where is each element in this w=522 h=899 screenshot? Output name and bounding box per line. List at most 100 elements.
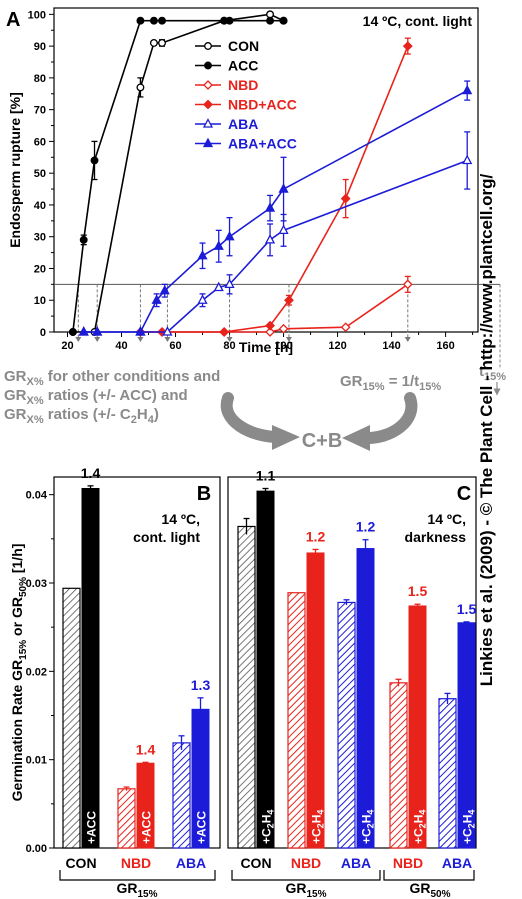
y-tick-label: 90 (34, 41, 46, 53)
curved-arrow-right (356, 392, 418, 445)
data-point (213, 240, 224, 250)
data-point (197, 249, 208, 260)
legend-label: ACC (228, 58, 258, 74)
data-point (158, 38, 166, 47)
y-tick-label: 50 (34, 168, 46, 180)
bar-treatment (256, 490, 275, 849)
bar-control (237, 525, 256, 849)
bar-treatment (81, 487, 100, 849)
legend-label: CON (228, 38, 259, 54)
data-point (265, 320, 275, 331)
text-part: GR (4, 387, 27, 404)
panel-c: C14 ºC,darkness+C2H41.1CON+C2H41.2NBD+C2… (227, 467, 477, 899)
t15-drop-arrow (404, 337, 411, 342)
y-tick-label: 40 (34, 200, 46, 212)
text-part: GR (285, 880, 306, 896)
text-part: GR (409, 880, 430, 896)
text-part: 15% (137, 889, 157, 899)
text-part: X% (27, 414, 44, 426)
chart-title-c-line2: darkness (405, 529, 467, 545)
text-part: [1/h] (9, 544, 25, 577)
panel-a: A 0 10 20 30 40 50 60 70 80 90 100 20 40 60 80 100 120 140… (6, 7, 506, 396)
category-label: ABA (442, 855, 472, 871)
data-point (278, 183, 289, 193)
data-point (265, 327, 275, 337)
annotation-line: GRX% ratios (+/- ACC) and (4, 387, 188, 407)
x-tick-label: 140 (382, 340, 400, 352)
ratio-label: 1.5 (457, 601, 477, 617)
text-part: 4 (366, 810, 376, 815)
text-part: X% (27, 376, 44, 388)
text-part: 4 (316, 810, 326, 815)
legend-label: ABA (228, 116, 258, 132)
data-point (264, 234, 276, 244)
data-point (340, 193, 351, 204)
bar-control (389, 682, 408, 849)
data-point (197, 294, 208, 304)
data-point (158, 16, 166, 25)
legend-label: NBD+ACC (228, 97, 297, 113)
text-part: ratios (+/- ACC) and (44, 387, 188, 404)
data-point (90, 156, 99, 165)
y-tick-label: 20 (34, 263, 46, 275)
text-part: 50% (430, 889, 450, 899)
data-point (135, 326, 146, 336)
data-point (149, 16, 158, 25)
text-part: H (412, 815, 426, 824)
ratio-label: 1.3 (191, 677, 211, 693)
bar-inner-label: +ACC (195, 811, 209, 844)
series-line-con (72, 13, 284, 333)
data-point (162, 326, 173, 336)
y-tick-label: 70 (34, 105, 46, 117)
text-part: 15% (484, 371, 506, 383)
bar-control (172, 742, 191, 849)
bar-inner-label: +C2H4 (461, 810, 477, 844)
text-part: 2 (366, 823, 376, 828)
x-tick-label: 40 (115, 340, 127, 352)
text-part: 4 (266, 810, 276, 815)
data-point (213, 281, 224, 292)
bar-treatment (306, 552, 325, 849)
data-point (264, 202, 276, 212)
plot-frame (53, 7, 479, 333)
data-point (149, 38, 158, 47)
legend-label: NBD (228, 77, 258, 93)
data-point (462, 84, 473, 95)
text-part: H (360, 815, 374, 824)
y-axis-label: Germination Rate GR15% or GR50% [1/h] (9, 544, 29, 802)
data-point (136, 16, 145, 25)
data-point (219, 327, 230, 337)
text-part: +C (360, 828, 374, 844)
text-part: 4 (467, 810, 477, 815)
category-label: CON (240, 855, 271, 871)
text-part: +C (310, 828, 324, 844)
text-part: H (260, 815, 274, 824)
data-point (266, 16, 275, 25)
ratio-label: 1.4 (81, 465, 101, 481)
legend-marker (203, 99, 213, 110)
data-point (279, 16, 288, 25)
ratio-label: 1.2 (356, 519, 376, 535)
group-label: GR15% (285, 880, 326, 899)
x-tick-label: 120 (328, 340, 346, 352)
bar-control (337, 601, 356, 849)
text-part: GR (116, 880, 137, 896)
annotation-line: GRX% ratios (+/- C2H4) (4, 406, 159, 426)
credit-text: Linkies et al. (2009) - © The Plant Cell… (477, 173, 496, 687)
ratio-label: 1.1 (256, 467, 276, 483)
x-tick-label: 100 (274, 340, 292, 352)
x-tick-label: 80 (223, 340, 235, 352)
text-part: 50% (18, 577, 29, 597)
text-part: 2 (266, 823, 276, 828)
data-point (462, 154, 473, 165)
curved-arrow-left-head (272, 425, 300, 450)
y-tick-label: 30 (34, 232, 46, 244)
data-point (224, 278, 235, 289)
text-part: H (310, 815, 324, 824)
panel-letter-c: C (457, 483, 471, 505)
data-point (284, 295, 294, 306)
category-label: NBD (121, 855, 151, 871)
y-tick-label: 0.00 (26, 843, 47, 855)
